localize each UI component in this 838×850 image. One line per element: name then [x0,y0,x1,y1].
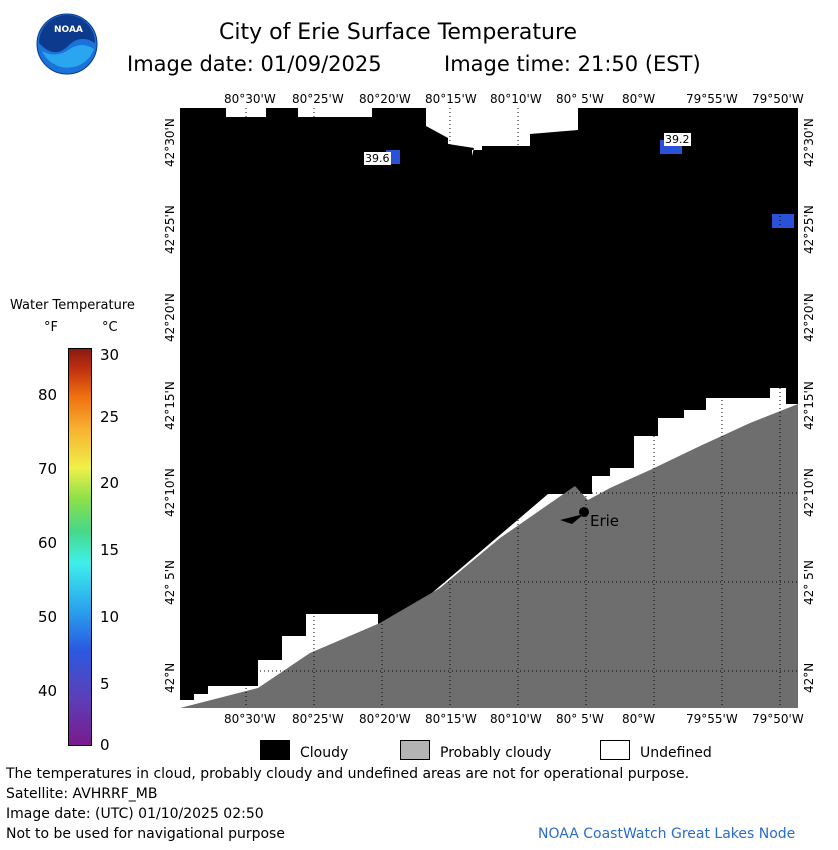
lat-label-left: 42°30'N [163,118,177,167]
colorbar-c-tick: 25 [100,408,120,426]
colorbar-unit-c: °C [102,320,118,335]
footer-note: The temperatures in cloud, probably clou… [6,766,690,782]
colorbar-f-tick: 80 [38,386,58,404]
colorbar-c-tick: 0 [100,736,110,754]
legend-undefined-label: Undefined [640,745,712,761]
undefined-area [298,108,372,117]
colorbar-c-tick: 20 [100,474,120,492]
land-area [180,404,798,708]
colorbar-c-tick: 15 [100,541,120,559]
image-time: Image time: 21:50 (EST) [444,52,701,76]
lat-label-left: 42° 5'N [163,560,177,605]
lat-label-left: 42°N [163,662,177,693]
lon-label-top: 80°20'W [359,92,411,106]
lat-label-right: 42°20'N [802,293,816,342]
colorbar-f-tick: 70 [38,460,58,478]
footer-utc-date: Image date: (UTC) 01/10/2025 02:50 [6,806,264,822]
lon-label-bottom: 79°55'W [686,712,738,726]
legend-probably-cloudy-label: Probably cloudy [440,745,552,761]
noaa-logo-text: NOAA [54,25,83,35]
city-label: Erie [590,512,620,530]
lon-label-bottom: 80°20'W [359,712,411,726]
page-title: City of Erie Surface Temperature [219,20,578,45]
colorbar-c-tick: 10 [100,608,120,626]
temperature-map: 39.6 39.2 Erie [180,108,798,708]
lat-label-left: 42°15'N [163,381,177,430]
lon-label-top: 80°15'W [425,92,477,106]
legend-probably-cloudy-swatch [400,740,430,760]
lon-label-top: 80° 5'W [556,92,604,106]
lon-label-bottom: 80°15'W [425,712,477,726]
undefined-area [426,108,578,156]
colorbar-unit-f: °F [44,320,58,335]
footer-satellite: Satellite: AVHRRF_MB [6,786,158,802]
lon-label-top: 80°30'W [224,92,276,106]
lon-label-top: 79°55'W [686,92,738,106]
noaa-logo: NOAA [36,13,98,75]
graticule [180,108,798,708]
lon-label-bottom: 80°30'W [224,712,276,726]
colorbar-title: Water Temperature [10,298,135,313]
temp-label-west: 39.6 [364,152,391,165]
lat-label-right: 42° 5'N [802,560,816,605]
erie-peninsula [560,514,584,524]
temp-label-east: 39.2 [664,133,691,146]
map-svg [180,108,798,708]
colorbar-f-tick: 40 [38,682,58,700]
lon-label-top: 79°50'W [752,92,804,106]
lon-label-top: 80°10'W [490,92,542,106]
colorbar-f-tick: 50 [38,608,58,626]
colorbar [68,348,92,746]
lat-label-right: 42°10'N [802,468,816,517]
colorbar-c-tick: 30 [100,346,120,364]
legend-cloudy-swatch [260,740,290,760]
lon-label-bottom: 80° 5'W [556,712,604,726]
lat-label-left: 42°20'N [163,293,177,342]
colorbar-f-tick: 60 [38,534,58,552]
lon-label-bottom: 80°10'W [490,712,542,726]
lon-label-bottom: 80°W [622,712,656,726]
lat-label-left: 42°25'N [163,205,177,254]
lat-label-right: 42°15'N [802,381,816,430]
lat-label-right: 42°N [802,662,816,693]
lat-label-right: 42°25'N [802,205,816,254]
lon-label-bottom: 80°25'W [292,712,344,726]
footer-nav-note: Not to be used for navigational purpose [6,826,285,842]
lon-label-bottom: 79°50'W [752,712,804,726]
legend-cloudy-label: Cloudy [300,745,349,761]
lon-label-top: 80°W [622,92,656,106]
footer-credit[interactable]: NOAA CoastWatch Great Lakes Node [538,826,796,842]
colorbar-c-tick: 5 [100,675,110,693]
lat-label-right: 42°30'N [802,118,816,167]
image-date: Image date: 01/09/2025 [127,52,382,76]
erie-marker [579,507,589,517]
lon-label-top: 80°25'W [292,92,344,106]
lat-label-left: 42°10'N [163,468,177,517]
water-pixel [772,214,794,228]
legend-undefined-swatch [600,740,630,760]
